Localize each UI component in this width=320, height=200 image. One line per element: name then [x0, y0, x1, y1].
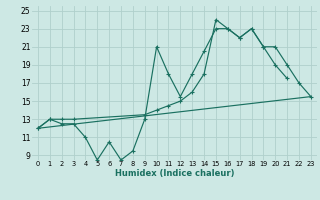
X-axis label: Humidex (Indice chaleur): Humidex (Indice chaleur)	[115, 169, 234, 178]
